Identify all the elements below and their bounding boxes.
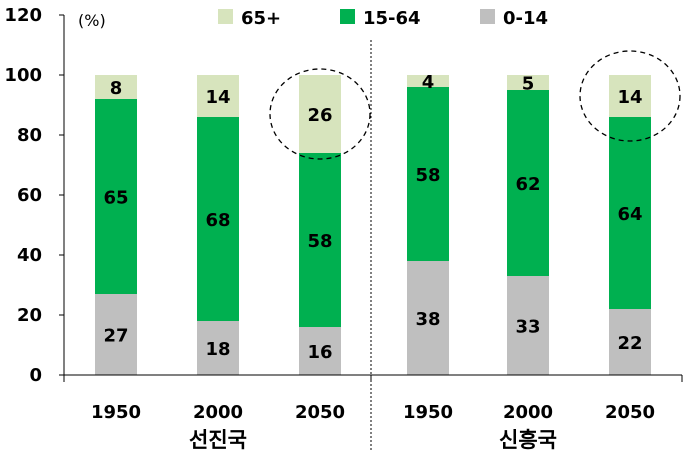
data-label: 14 xyxy=(205,87,230,108)
legend-swatch xyxy=(340,9,355,24)
group-label: 신흥국 xyxy=(499,428,557,452)
bar-segment xyxy=(407,75,449,87)
x-tick-label: 2050 xyxy=(295,402,345,423)
x-axis: 1950 2000 2050 1950 2000 2050 선진국 신흥국 xyxy=(63,40,683,452)
data-label: 14 xyxy=(617,87,642,108)
x-tick-label: 1950 xyxy=(403,402,453,423)
data-label: 18 xyxy=(205,339,230,360)
bar-segment xyxy=(197,75,239,117)
data-label: 22 xyxy=(617,333,642,354)
legend-swatch xyxy=(218,9,233,24)
data-label: 5 xyxy=(522,74,535,95)
y-axis: (%) 0 20 40 60 80 100 120 xyxy=(4,5,105,386)
data-label: 8 xyxy=(110,78,123,99)
y-tick-label: 20 xyxy=(17,305,42,326)
highlight-circles xyxy=(269,50,681,160)
bar-segment xyxy=(197,117,239,321)
bar-segment xyxy=(407,87,449,261)
data-label: 65 xyxy=(103,188,128,209)
bar-segment xyxy=(609,117,651,309)
data-label: 27 xyxy=(103,326,128,347)
x-tick-label: 2050 xyxy=(605,402,655,423)
y-tick-label: 120 xyxy=(4,5,42,26)
data-label: 4 xyxy=(422,72,435,93)
legend-label: 65+ xyxy=(241,8,281,29)
bar-segment xyxy=(507,90,549,276)
y-tick-label: 60 xyxy=(17,185,42,206)
bar-segment xyxy=(95,75,137,99)
highlight-circle xyxy=(269,68,371,160)
data-label: 33 xyxy=(515,317,540,338)
data-label: 16 xyxy=(307,342,332,363)
bar-segment xyxy=(407,261,449,375)
x-tick-label: 2000 xyxy=(193,402,243,423)
y-tick-label: 40 xyxy=(17,245,42,266)
data-label: 26 xyxy=(307,105,332,126)
bar-segment xyxy=(507,276,549,375)
bar-segment xyxy=(299,327,341,375)
bar-segment xyxy=(507,75,549,90)
bar-segment xyxy=(197,321,239,375)
x-tick-label: 2000 xyxy=(503,402,553,423)
data-label: 64 xyxy=(617,204,642,225)
legend-swatch xyxy=(480,9,495,24)
bar-segment xyxy=(299,153,341,327)
data-label: 38 xyxy=(415,309,440,330)
y-tick-label: 80 xyxy=(17,125,42,146)
data-label: 68 xyxy=(205,210,230,231)
y-tick-label: 0 xyxy=(29,365,42,386)
legend-label: 15-64 xyxy=(363,8,421,29)
highlight-circle xyxy=(579,50,681,142)
data-label: 58 xyxy=(307,231,332,252)
legend-label: 0-14 xyxy=(503,8,548,29)
y-unit-label: (%) xyxy=(78,11,106,30)
y-tick-label: 100 xyxy=(4,65,42,86)
x-tick-label: 1950 xyxy=(91,402,141,423)
data-label: 58 xyxy=(415,165,440,186)
bar-segment xyxy=(609,309,651,375)
bar-segment xyxy=(95,294,137,375)
legend: 65+ 15-64 0-14 xyxy=(218,8,548,29)
data-label: 62 xyxy=(515,174,540,195)
group-label: 선진국 xyxy=(189,428,247,452)
bar-segment xyxy=(299,75,341,153)
bar-segment xyxy=(95,99,137,294)
bar-segment xyxy=(609,75,651,117)
bars: 27 65 8 18 68 14 16 58 26 38 58 4 33 62 5 22 64 14 xyxy=(95,72,651,375)
